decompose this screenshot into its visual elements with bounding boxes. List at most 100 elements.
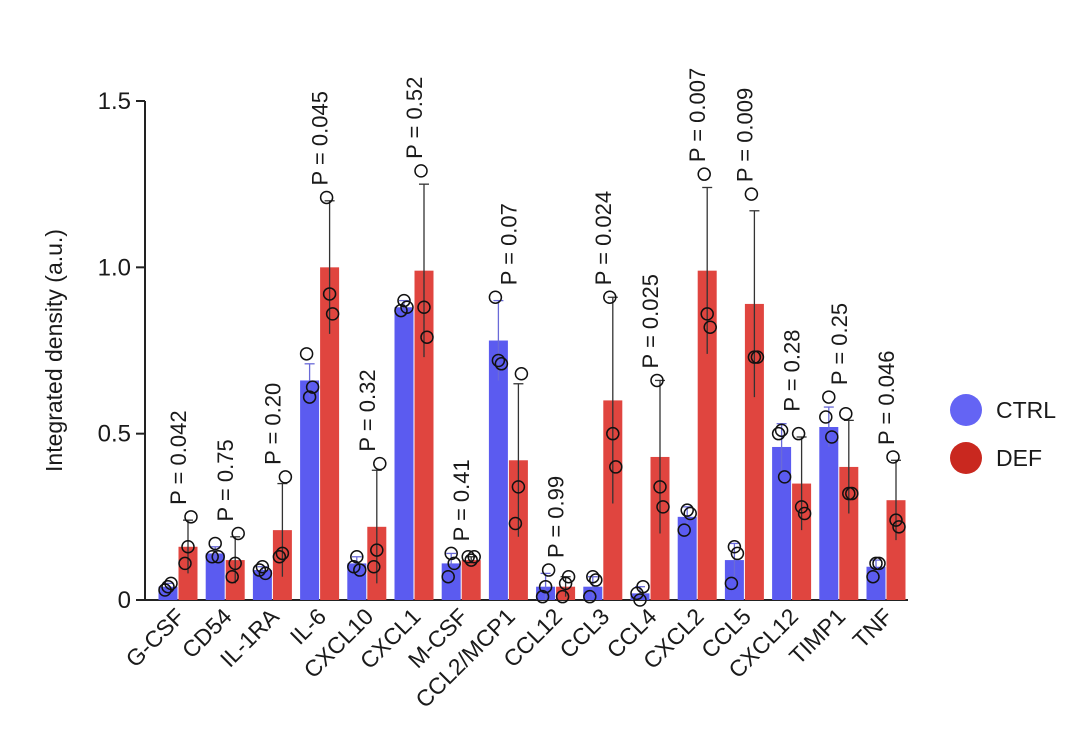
data-point xyxy=(606,426,620,441)
data-point xyxy=(447,556,461,571)
data-point xyxy=(441,569,455,584)
data-point xyxy=(205,550,219,564)
data-point xyxy=(231,526,245,541)
data-point xyxy=(555,589,570,604)
bar-ctrl-cxcl2 xyxy=(677,516,697,600)
data-point xyxy=(822,390,836,404)
data-point xyxy=(488,290,503,305)
data-point xyxy=(255,559,270,574)
data-point xyxy=(845,486,859,501)
p-value-label: P = 0.52 xyxy=(402,77,427,159)
data-point xyxy=(866,569,880,584)
data-point xyxy=(414,164,428,178)
data-point xyxy=(508,516,523,531)
p-value-label: P = 0.28 xyxy=(780,330,805,412)
data-point xyxy=(777,470,792,484)
data-point xyxy=(750,350,765,364)
bar-def-timp1 xyxy=(839,466,859,600)
bar-ctrl-timp1 xyxy=(819,427,839,600)
data-point xyxy=(892,520,906,534)
data-point xyxy=(511,480,526,494)
data-point xyxy=(319,190,334,205)
data-point xyxy=(656,500,670,514)
legend-swatch-def xyxy=(950,442,982,474)
axes: 0 0.5 1.0 1.5 Integrated density (a.u.) xyxy=(41,88,908,614)
data-point xyxy=(464,553,478,567)
data-point xyxy=(444,546,458,561)
data-point xyxy=(322,287,337,301)
p-value-label: P = 0.75 xyxy=(213,439,238,521)
data-point xyxy=(586,569,600,584)
data-point xyxy=(825,430,839,444)
y-tick-label: 0.5 xyxy=(98,421,131,448)
bar-def-ccl5 xyxy=(744,303,764,600)
data-point xyxy=(299,347,314,361)
data-point xyxy=(541,563,556,577)
category-label: CCL3 xyxy=(554,603,614,663)
data-point xyxy=(305,380,320,394)
data-point xyxy=(417,300,431,315)
data-point xyxy=(325,307,340,321)
y-tick-label: 1.0 xyxy=(98,254,131,281)
data-point xyxy=(653,480,667,494)
data-point xyxy=(370,543,384,557)
data-point xyxy=(184,510,198,524)
data-point xyxy=(275,546,290,561)
bar-def-il-6 xyxy=(320,267,340,600)
data-point xyxy=(889,513,903,527)
data-point xyxy=(272,550,287,564)
data-point xyxy=(461,550,475,564)
data-point xyxy=(178,556,192,571)
bar-def-tnf xyxy=(886,500,906,600)
y-tick-label: 0 xyxy=(118,587,131,614)
data-point xyxy=(208,536,222,551)
bar-ctrl-il-6 xyxy=(300,380,320,600)
data-point xyxy=(367,559,381,574)
data-point xyxy=(794,500,809,514)
p-value-label: P = 0.024 xyxy=(591,191,616,285)
p-value-label: P = 0.32 xyxy=(355,369,380,451)
bar-def-cxcl12 xyxy=(792,483,812,600)
data-point xyxy=(724,576,739,591)
data-points-layer xyxy=(158,164,906,607)
bar-ctrl-cxcl1 xyxy=(394,307,414,600)
p-value-label: P = 0.025 xyxy=(638,274,663,368)
data-point xyxy=(774,423,789,438)
data-point xyxy=(535,589,550,604)
data-point xyxy=(872,556,886,571)
bar-ctrl-cd54 xyxy=(205,553,225,600)
bar-def-cxcl1 xyxy=(414,270,434,600)
data-point xyxy=(420,330,434,344)
data-point xyxy=(744,187,759,201)
p-value-label: P = 0.07 xyxy=(496,203,521,285)
p-value-label: P = 0.25 xyxy=(827,303,852,385)
legend-label-ctrl: CTRL xyxy=(996,397,1056,423)
data-point xyxy=(609,460,623,474)
data-point xyxy=(791,426,806,441)
data-point xyxy=(700,307,714,321)
bar-def-m-csf xyxy=(461,560,481,600)
bar-ctrl-ccl2-mcp1 xyxy=(488,340,508,600)
data-point xyxy=(633,593,647,607)
data-point xyxy=(350,550,364,564)
data-point xyxy=(181,540,195,554)
category-label: TNF xyxy=(848,603,898,653)
data-point xyxy=(558,576,573,591)
data-point xyxy=(727,540,742,554)
data-point xyxy=(886,450,900,464)
bar-ctrl-il-1ra xyxy=(252,570,272,600)
data-point xyxy=(703,320,717,334)
p-value-label: P = 0.007 xyxy=(685,68,710,162)
data-point xyxy=(583,589,597,604)
data-point xyxy=(211,550,225,564)
bar-def-cxcl2 xyxy=(697,270,717,600)
data-point xyxy=(161,579,175,594)
data-point xyxy=(373,456,387,471)
data-point xyxy=(677,523,691,537)
data-point xyxy=(467,550,481,564)
p-value-label: P = 0.20 xyxy=(260,383,285,465)
data-point xyxy=(561,569,576,584)
p-value-label: P = 0.009 xyxy=(732,88,757,182)
